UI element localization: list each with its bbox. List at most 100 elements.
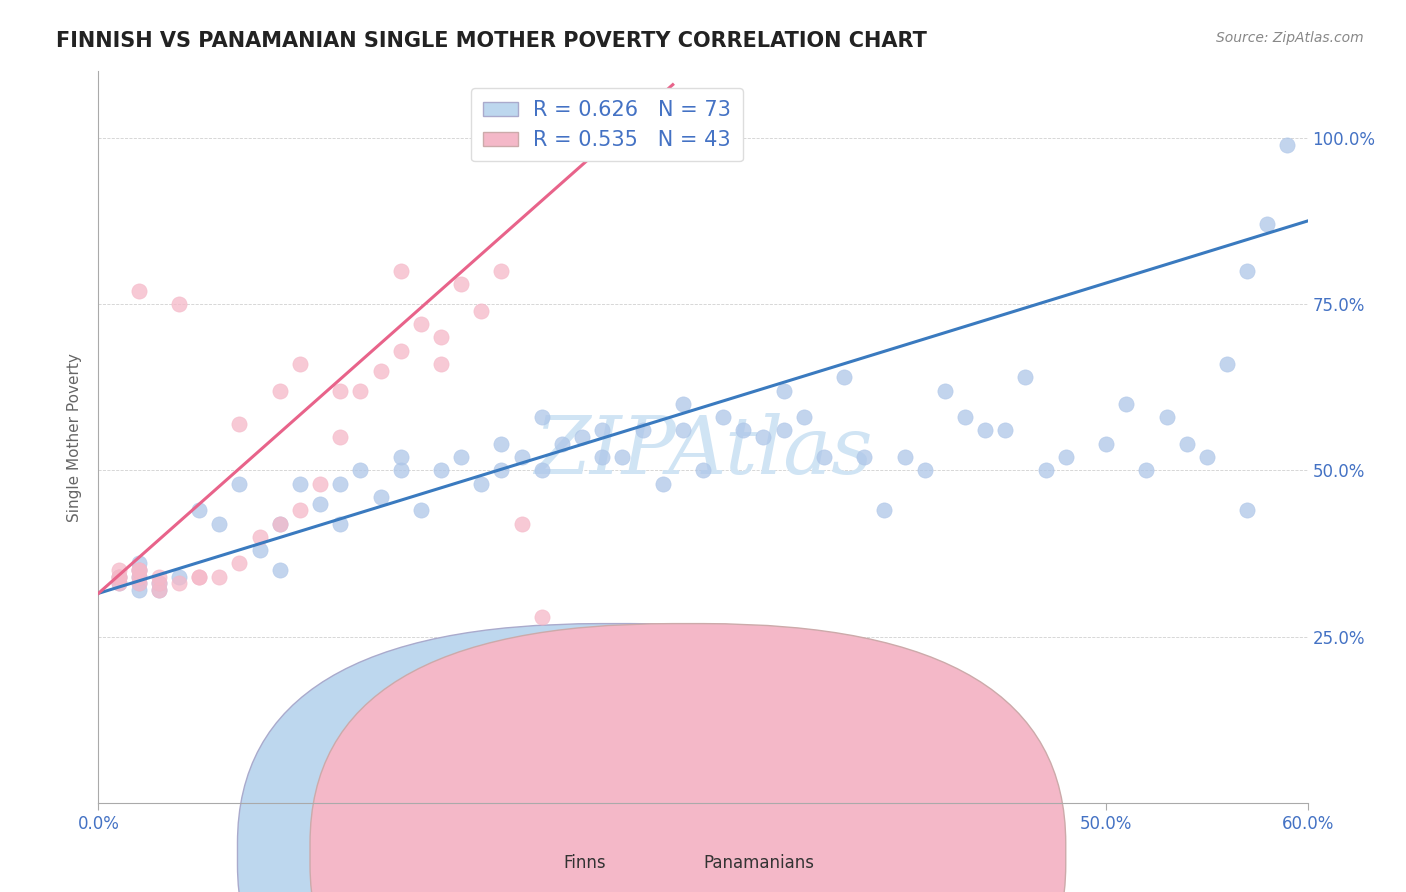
Point: [208, 570, 231, 584]
Point: [148, 576, 170, 591]
Point: [450, 277, 472, 292]
Point: [1156, 410, 1178, 425]
Point: [571, 649, 593, 664]
Point: [813, 450, 835, 464]
FancyBboxPatch shape: [311, 624, 1066, 892]
Point: [107, 576, 129, 591]
Point: [631, 424, 654, 438]
Point: [389, 264, 412, 278]
Point: [128, 576, 150, 591]
Point: [128, 563, 150, 577]
Point: [733, 424, 755, 438]
Point: [530, 463, 553, 477]
Point: [288, 357, 311, 371]
Point: [491, 264, 513, 278]
Point: [269, 516, 291, 531]
Point: [370, 490, 392, 504]
Point: [128, 557, 150, 571]
Point: [128, 284, 150, 298]
Point: [107, 576, 129, 591]
Point: [692, 463, 714, 477]
Point: [389, 463, 412, 477]
Point: [752, 430, 775, 444]
Point: [389, 343, 412, 358]
Text: ZIPAtlas: ZIPAtlas: [534, 413, 872, 491]
Point: [994, 424, 1017, 438]
Point: [711, 410, 734, 425]
Point: [309, 476, 332, 491]
Point: [672, 397, 695, 411]
Point: [208, 516, 231, 531]
Point: [1014, 370, 1036, 384]
Point: [873, 503, 896, 517]
Point: [128, 582, 150, 597]
Point: [934, 384, 956, 398]
Point: [1175, 436, 1198, 450]
Point: [269, 384, 291, 398]
Text: Source: ZipAtlas.com: Source: ZipAtlas.com: [1216, 31, 1364, 45]
Point: [188, 503, 211, 517]
Point: [914, 463, 936, 477]
Point: [491, 436, 513, 450]
Point: [370, 363, 392, 377]
Point: [409, 317, 432, 331]
Point: [329, 430, 352, 444]
Point: [1115, 397, 1137, 411]
Point: [832, 370, 855, 384]
Point: [470, 476, 492, 491]
Legend: R = 0.626   N = 73, R = 0.535   N = 43: R = 0.626 N = 73, R = 0.535 N = 43: [471, 88, 742, 161]
Point: [551, 436, 574, 450]
Text: FINNISH VS PANAMANIAN SINGLE MOTHER POVERTY CORRELATION CHART: FINNISH VS PANAMANIAN SINGLE MOTHER POVE…: [56, 31, 927, 51]
Point: [309, 497, 332, 511]
Text: Finns: Finns: [564, 854, 606, 872]
Point: [953, 410, 976, 425]
Point: [1054, 450, 1077, 464]
Point: [450, 450, 472, 464]
Point: [329, 384, 352, 398]
Point: [349, 384, 371, 398]
Point: [148, 582, 170, 597]
Point: [128, 570, 150, 584]
Point: [107, 570, 129, 584]
FancyBboxPatch shape: [238, 624, 993, 892]
Point: [409, 503, 432, 517]
Point: [128, 570, 150, 584]
Point: [128, 576, 150, 591]
Point: [530, 609, 553, 624]
Point: [128, 563, 150, 577]
Point: [1035, 463, 1057, 477]
Point: [107, 563, 129, 577]
Point: [430, 463, 453, 477]
Point: [269, 516, 291, 531]
Point: [793, 410, 815, 425]
Point: [148, 582, 170, 597]
Point: [1236, 503, 1258, 517]
Point: [269, 563, 291, 577]
Point: [288, 476, 311, 491]
Point: [491, 463, 513, 477]
Point: [167, 297, 190, 311]
Point: [107, 570, 129, 584]
Point: [591, 424, 613, 438]
Point: [188, 570, 211, 584]
Y-axis label: Single Mother Poverty: Single Mother Poverty: [67, 352, 83, 522]
Text: Panamanians: Panamanians: [703, 854, 814, 872]
Point: [329, 476, 352, 491]
Point: [591, 450, 613, 464]
Point: [893, 450, 915, 464]
Point: [128, 563, 150, 577]
Point: [188, 570, 211, 584]
Point: [349, 463, 371, 477]
Point: [853, 450, 876, 464]
Point: [1277, 137, 1299, 152]
Point: [329, 516, 352, 531]
Point: [228, 476, 250, 491]
Point: [551, 649, 574, 664]
Point: [249, 543, 271, 558]
Point: [510, 516, 533, 531]
Point: [430, 357, 453, 371]
Point: [612, 450, 634, 464]
Point: [974, 424, 997, 438]
Point: [228, 417, 250, 431]
Point: [672, 424, 695, 438]
